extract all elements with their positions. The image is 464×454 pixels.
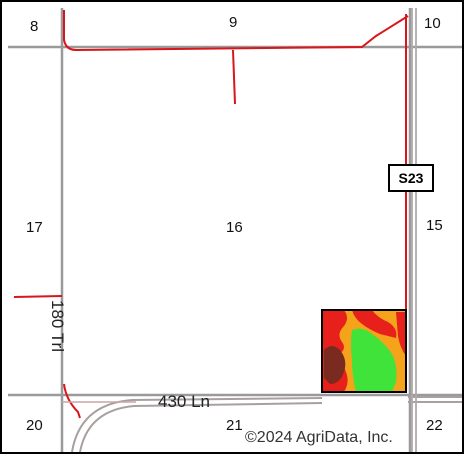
section-label-9: 9 [229,14,237,31]
section-label-15: 15 [426,217,443,234]
highway-shield-label: S23 [399,170,424,186]
zone-green [351,328,397,392]
section-label-17: 17 [26,219,43,236]
zone-red-ne [352,310,397,338]
zone-red-east [396,312,406,356]
road-edge-west-spur [13,295,63,298]
road-edge-curve-sw [63,383,81,419]
section-label-20: 20 [26,417,43,434]
section-label-10: 10 [424,15,441,32]
road-edges [13,10,409,419]
road-label-430-ln: 430 Ln [158,392,210,411]
copyright-notice: ©2024 AgriData, Inc. [245,429,393,446]
section-label-16: 16 [226,219,243,236]
section-grid [8,8,462,452]
road-edge-north [63,10,409,52]
section-label-8: 8 [30,18,38,35]
road-label-180-trl: 180 Trl [48,300,67,352]
section-label-22: 22 [426,417,443,434]
highway-shield: S23 [388,164,434,192]
highway-s23 [411,8,417,452]
road-edge-spur [232,49,236,105]
field-outline [321,309,407,393]
field-zone-map[interactable] [321,309,407,393]
section-label-21: 21 [226,417,243,434]
zone-brown [324,346,346,384]
road-430-ln [71,396,462,453]
section-labels: 8 9 10 17 16 15 20 21 22 [26,14,443,434]
